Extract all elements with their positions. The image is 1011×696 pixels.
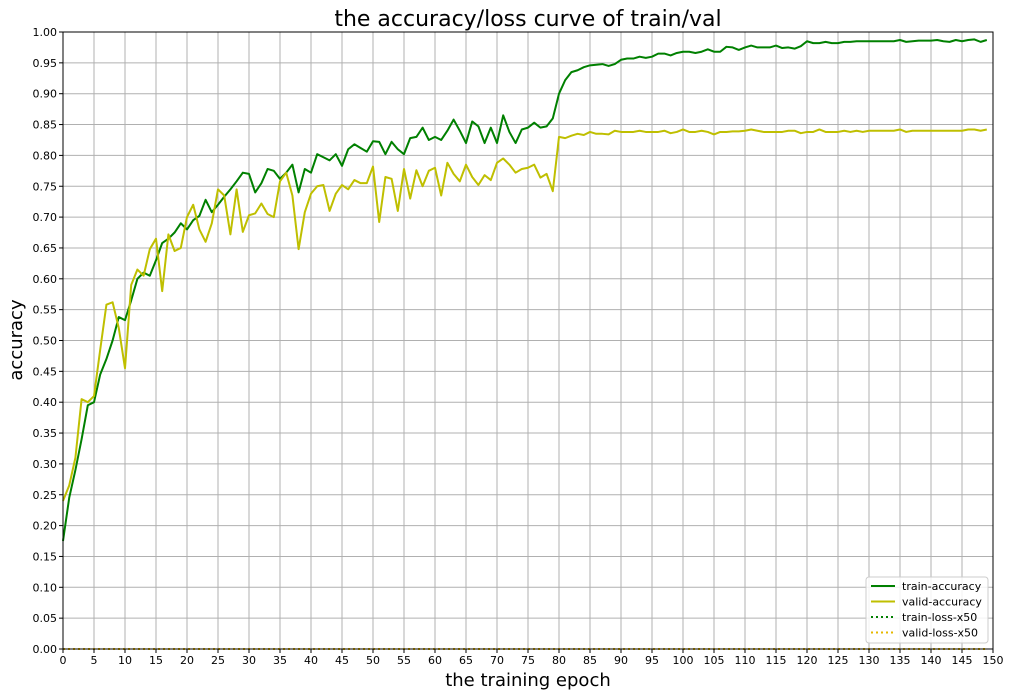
y-tick-label: 0.55 [33,304,58,317]
legend-label-train-accuracy: train-accuracy [902,580,982,593]
x-tick-label: 40 [304,654,318,667]
y-tick-label: 0.05 [33,612,58,625]
legend: train-accuracy valid-accuracy train-loss-x… [865,576,989,644]
x-axis-ticks: 0 5 10 15 20 25 30 35 40 45 50 55 60 65 70 75 80 85 90 95 10… [60,649,1004,667]
x-tick-label: 55 [397,654,411,667]
y-tick-label: 1.00 [33,26,58,39]
x-tick-label: 125 [828,654,849,667]
x-tick-label: 90 [614,654,628,667]
x-tick-label: 135 [890,654,911,667]
y-tick-label: 0.95 [33,57,58,70]
x-tick-label: 10 [118,654,132,667]
legend-label-valid-accuracy: valid-accuracy [902,596,982,609]
x-tick-label: 0 [60,654,67,667]
y-axis-ticks: 0.00 0.05 0.10 0.15 0.20 0.25 0.30 0.35 0.40 0.45… [33,26,63,656]
x-tick-label: 20 [180,654,194,667]
y-tick-label: 0.90 [33,88,58,101]
x-tick-label: 35 [273,654,287,667]
x-tick-label: 100 [673,654,694,667]
y-tick-label: 0.75 [33,180,58,193]
y-tick-label: 0.50 [33,335,58,348]
x-tick-label: 145 [952,654,973,667]
x-tick-label: 105 [704,654,725,667]
y-tick-label: 0.80 [33,149,58,162]
series-line-valid-accuracy [62,128,987,502]
x-tick-label: 75 [521,654,535,667]
x-tick-label: 110 [735,654,756,667]
legend-label-valid-loss-x50: valid-loss-x50 [902,627,978,640]
x-tick-label: 95 [645,654,659,667]
series-line-train-accuracy [62,38,988,542]
legend-box [865,576,989,644]
y-tick-label: 0.45 [33,365,58,378]
x-tick-label: 5 [91,654,98,667]
y-axis-title: accuracy [6,299,27,381]
y-tick-label: 0.30 [33,458,58,471]
y-tick-label: 0.25 [33,489,58,502]
y-tick-label: 0.00 [33,643,58,656]
x-tick-label: 30 [242,654,256,667]
x-tick-label: 45 [335,654,349,667]
x-tick-label: 150 [983,654,1004,667]
y-tick-label: 0.85 [33,119,58,132]
x-tick-label: 120 [797,654,818,667]
legend-label-train-loss-x50: train-loss-x50 [902,611,977,624]
x-tick-label: 15 [149,654,163,667]
x-tick-label: 60 [428,654,442,667]
x-tick-label: 50 [366,654,380,667]
y-tick-label: 0.60 [33,273,58,286]
chart-title: the accuracy/loss curve of train/val [334,7,721,32]
x-tick-label: 70 [490,654,504,667]
x-tick-label: 65 [459,654,473,667]
y-tick-label: 0.15 [33,550,58,563]
y-tick-label: 0.20 [33,520,58,533]
y-tick-label: 0.10 [33,581,58,594]
y-tick-label: 0.35 [33,427,58,440]
y-tick-label: 0.65 [33,242,58,255]
y-tick-label: 0.40 [33,396,58,409]
y-tick-label: 0.70 [33,211,58,224]
x-tick-label: 140 [921,654,942,667]
x-tick-label: 25 [211,654,225,667]
x-axis-title: the training epoch [445,670,611,691]
x-tick-label: 85 [583,654,597,667]
x-tick-label: 115 [766,654,787,667]
grid-lines [62,31,994,650]
x-tick-label: 80 [552,654,566,667]
x-tick-label: 130 [859,654,880,667]
